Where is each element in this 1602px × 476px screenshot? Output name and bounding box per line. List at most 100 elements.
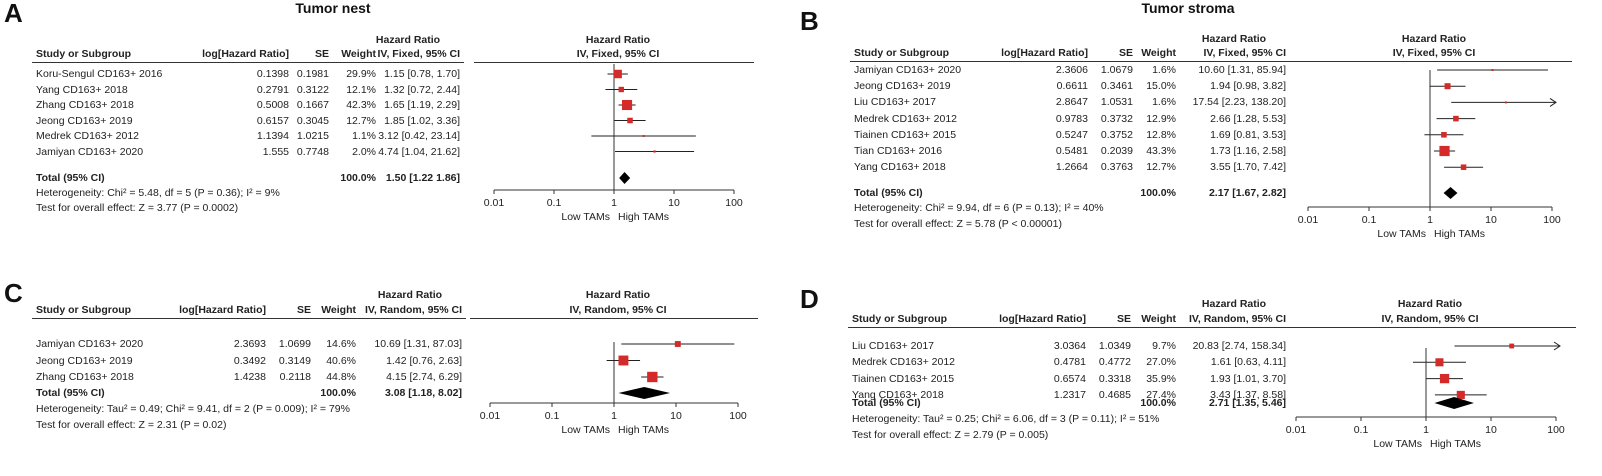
study-weight: 1.1%	[352, 130, 376, 142]
study-weight: 12.7%	[1146, 161, 1176, 174]
study-weight: 35.9%	[1146, 372, 1176, 385]
study-log-hr: 0.3492	[233, 354, 266, 367]
study-ci: 1.94 [0.98, 3.82]	[1210, 80, 1286, 93]
study-log-hr: 2.8647	[1055, 96, 1088, 109]
pooled-effect-diamond	[1443, 187, 1458, 199]
study-name: Jeong CD163+ 2019	[36, 114, 133, 127]
study-name: Jamiyan CD163+ 2020	[36, 145, 144, 158]
header-ci-method: IV, Fixed, 95% CI	[1203, 47, 1286, 59]
study-weight: 27.0%	[1146, 356, 1176, 369]
forest-plot: 0.01 0.1 1 10 100 Low TAMs High TAMs	[484, 64, 743, 223]
study-name: Liu CD163+ 2017	[854, 96, 937, 109]
plot-header-rule	[470, 318, 758, 319]
study-weight: 12.9%	[1146, 112, 1176, 125]
header-study: Study or Subgroup	[36, 48, 132, 60]
header-ci-method: IV, Fixed, 95% CI	[377, 48, 460, 60]
study-name: Yang CD163+ 2018	[854, 161, 946, 174]
header-hazard-ratio: Hazard Ratio	[1201, 298, 1267, 310]
study-effect-box	[627, 117, 633, 124]
study-log-hr: 0.5247	[1055, 128, 1088, 141]
favours-right-label: High TAMs	[618, 424, 669, 436]
plot-header-hazard-ratio: Hazard Ratio	[1397, 298, 1463, 310]
favours-left-label: Low TAMs	[561, 211, 610, 223]
plot-header-rule	[1288, 61, 1572, 62]
plot-header-method: IV, Random, 95% CI	[1381, 313, 1479, 325]
x-tick-label: 10	[1485, 424, 1497, 436]
header-ci-method: IV, Random, 95% CI	[364, 304, 462, 316]
x-tick-label: 0.01	[484, 197, 505, 209]
study-log-hr: 1.2664	[1055, 161, 1088, 174]
study-weight: 42.3%	[346, 99, 376, 111]
x-tick-label: 10	[668, 197, 680, 209]
plot-header-rule	[1276, 327, 1576, 328]
study-name: Medrek CD163+ 2012	[852, 356, 956, 369]
header-study: Study or Subgroup	[852, 313, 948, 325]
study-ci: 10.60 [1.31, 85.94]	[1198, 64, 1286, 76]
total-weight: 100.0%	[1140, 187, 1176, 199]
forest-panel-c: C Hazard Ratio Study or Subgroup log[Hazard…	[0, 238, 800, 476]
favours-right-label: High TAMs	[1430, 438, 1481, 450]
study-effect-box	[618, 86, 624, 93]
study-effect-box	[642, 135, 645, 137]
plot-header-rule	[474, 62, 754, 63]
header-hazard-ratio: Hazard Ratio	[377, 289, 443, 301]
total-label: Total (95% CI)	[36, 387, 105, 399]
header-study: Study or Subgroup	[854, 47, 950, 59]
study-se: 0.1667	[296, 99, 329, 111]
x-tick-label: 100	[729, 410, 747, 422]
study-log-hr: 0.2791	[256, 83, 289, 96]
header-se: SE	[314, 48, 329, 60]
study-weight: 14.6%	[326, 338, 356, 350]
study-name: Tiainen CD163+ 2015	[852, 372, 955, 385]
study-name: Yang CD163+ 2018	[36, 83, 128, 96]
study-effect-box	[622, 99, 633, 111]
header-log-hr: log[Hazard Ratio]	[202, 48, 289, 60]
header-weight: Weight	[341, 48, 376, 60]
study-name: Yang CD163+ 2018	[852, 388, 944, 401]
study-ci: 3.12 [0.42, 23.14]	[378, 130, 460, 142]
study-log-hr: 1.2317	[1053, 388, 1086, 401]
study-se: 0.3149	[278, 354, 311, 367]
study-se: 1.0531	[1100, 96, 1133, 109]
total-ci: 3.08 [1.18, 8.02]	[384, 387, 462, 399]
study-log-hr: 0.5008	[256, 99, 289, 111]
study-log-hr: 0.5481	[1055, 145, 1088, 157]
header-hazard-ratio: Hazard Ratio	[375, 34, 441, 46]
study-log-hr: 1.1394	[256, 130, 289, 142]
x-tick-label: 10	[670, 410, 682, 422]
study-name: Jamiyan CD163+ 2020	[854, 64, 962, 76]
study-ci: 1.42 [0.76, 2.63]	[386, 354, 462, 367]
study-effect-box	[674, 341, 681, 347]
plot-header-method: IV, Random, 95% CI	[569, 304, 667, 316]
overall-effect-text: Test for overall effect: Z = 3.77 (P = 0…	[36, 202, 239, 214]
study-ci: 3.43 [1.37, 8.58]	[1210, 388, 1286, 401]
total-weight: 100.0%	[340, 172, 376, 184]
heterogeneity-text: Heterogeneity: Tau² = 0.49; Chi² = 9.41,…	[36, 403, 350, 415]
x-tick-label: 0.1	[1354, 424, 1369, 436]
ci-arrow	[1549, 97, 1557, 107]
study-se: 0.4685	[1098, 388, 1131, 401]
study-log-hr: 0.6574	[1053, 372, 1086, 385]
favours-left-label: Low TAMs	[1377, 228, 1426, 240]
forest-plot: 0.01 0.1 1 10 100 Low TAMs High TAMs	[1298, 69, 1561, 240]
study-ci: 1.73 [1.16, 2.58]	[1210, 145, 1286, 157]
x-tick-label: 100	[1543, 214, 1561, 226]
study-log-hr: 0.9783	[1055, 112, 1088, 125]
study-effect-box	[1439, 373, 1450, 384]
x-tick-label: 0.01	[1298, 214, 1319, 226]
x-tick-label: 0.1	[545, 410, 560, 422]
study-weight: 12.8%	[1146, 128, 1176, 141]
study-log-hr: 0.4781	[1053, 356, 1086, 369]
study-effect-box	[1439, 145, 1450, 157]
study-log-hr: 1.555	[262, 145, 289, 158]
study-weight: 43.3%	[1146, 145, 1176, 157]
total-label: Total (95% CI)	[36, 172, 105, 184]
study-weight: 12.1%	[346, 83, 376, 96]
study-se: 1.0349	[1098, 340, 1131, 352]
study-weight: 9.7%	[1152, 340, 1176, 352]
header-rule	[32, 318, 466, 319]
favours-right-label: High TAMs	[1434, 228, 1485, 240]
study-log-hr: 0.6611	[1056, 80, 1088, 93]
study-name: Zhang CD163+ 2018	[36, 99, 134, 111]
total-label: Total (95% CI)	[852, 397, 921, 409]
